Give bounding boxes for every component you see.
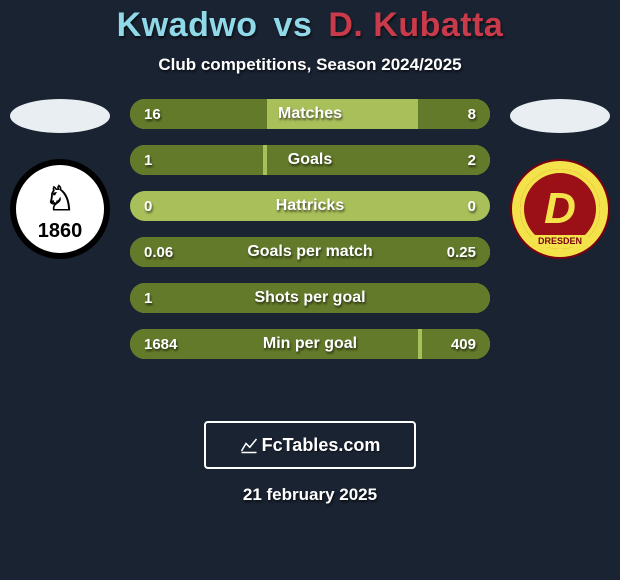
- stat-value-right: 8: [454, 99, 490, 129]
- stat-bar: Goals1 2: [130, 145, 490, 175]
- stat-value-right: [462, 283, 490, 313]
- date-text: 21 february 2025: [0, 485, 620, 505]
- stat-value-right: 409: [437, 329, 490, 359]
- stat-label: Hattricks: [130, 191, 490, 221]
- player2-head-oval: [510, 99, 610, 133]
- brand-text: FcTables.com: [262, 435, 381, 456]
- stat-value-left: 1: [130, 145, 166, 175]
- stat-bar: Shots per goal1: [130, 283, 490, 313]
- subtitle: Club competitions, Season 2024/2025: [0, 55, 620, 75]
- stat-bars: Matches168Goals12Hattricks00Goals per ma…: [130, 99, 490, 359]
- stat-value-left: 1684: [130, 329, 191, 359]
- vs-label: vs: [274, 6, 313, 44]
- stat-value-left: 0.06: [130, 237, 187, 267]
- chart-icon: [240, 436, 258, 454]
- page-title: Kwadwo vs D. Kubatta: [0, 6, 620, 45]
- stat-label: Shots per goal: [130, 283, 490, 313]
- player2-name: D. Kubatta: [328, 6, 503, 44]
- player1-head-oval: [10, 99, 110, 133]
- badge-letter: D: [544, 184, 576, 234]
- player1-club-badge: ♘ 1860: [10, 159, 110, 259]
- stat-label: Matches: [130, 99, 490, 129]
- stat-bar: Hattricks0 0: [130, 191, 490, 221]
- stat-value-left: 1: [130, 283, 166, 313]
- stat-bar: Matches16 8: [130, 99, 490, 129]
- lion-icon: ♘: [45, 179, 75, 219]
- stat-value-right: 0.25: [433, 237, 490, 267]
- badge-ribbon: DRESDEN: [532, 235, 588, 247]
- stat-value-left: 16: [130, 99, 175, 129]
- stat-bar: Goals per match0.060.25: [130, 237, 490, 267]
- comparison-arena: ♘ 1860 D DRESDEN Matches168Goals12Hattri…: [0, 99, 620, 399]
- player2-club-badge: D DRESDEN: [510, 159, 610, 259]
- stat-value-left: 0: [130, 191, 166, 221]
- stat-label: Goals: [130, 145, 490, 175]
- stat-value-right: 2: [454, 145, 490, 175]
- brand-box[interactable]: FcTables.com: [204, 421, 416, 469]
- player1-name: Kwadwo: [117, 6, 258, 44]
- stat-value-right: 0: [454, 191, 490, 221]
- comparison-card: Kwadwo vs D. Kubatta Club competitions, …: [0, 0, 620, 505]
- stat-bar: Min per goal1684409: [130, 329, 490, 359]
- badge-year: 1860: [38, 220, 83, 243]
